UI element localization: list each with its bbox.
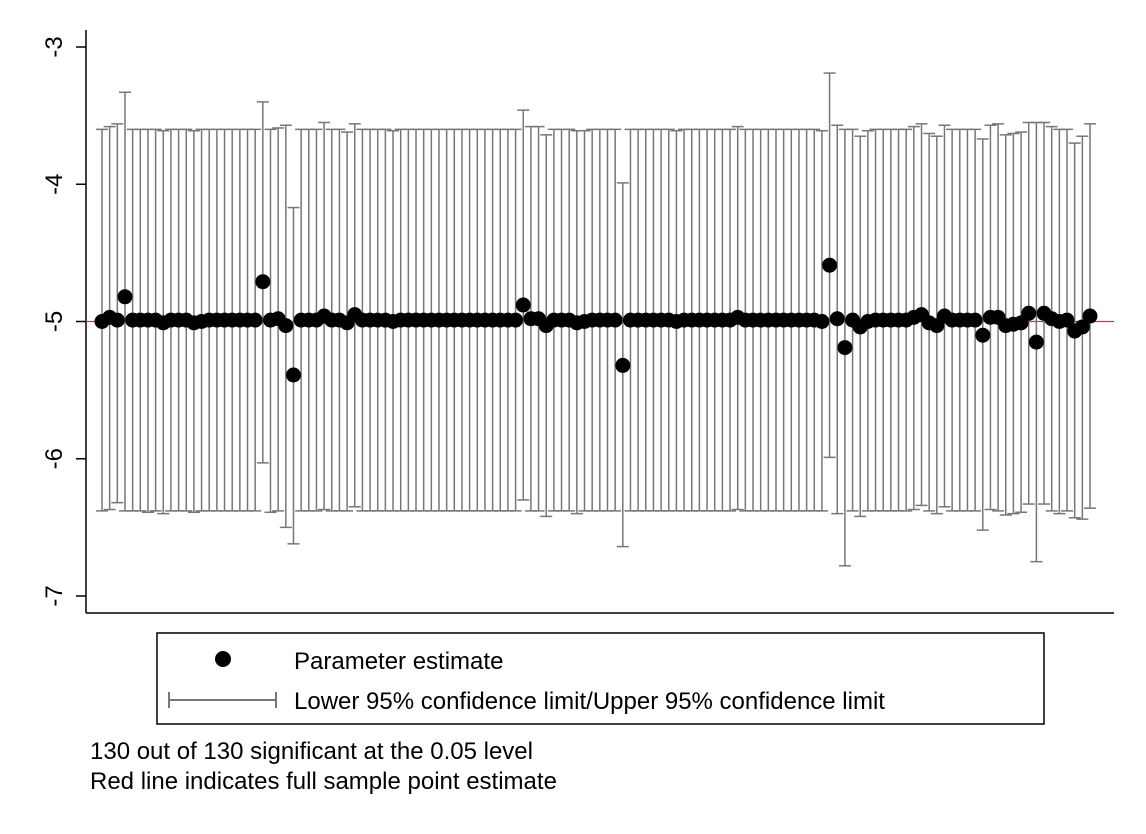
legend-marker-ci <box>168 692 277 708</box>
parameter-estimate-point <box>837 340 853 356</box>
legend-label-ci: Lower 95% confidence limit/Upper 95% con… <box>294 688 885 715</box>
parameter-estimate-point <box>814 314 830 329</box>
parameter-estimate-point <box>508 312 524 328</box>
parameter-estimate-point <box>255 274 271 290</box>
parameter-estimate-point <box>1059 312 1075 328</box>
parameter-estimate-point <box>607 312 623 328</box>
y-tick-label: -5 <box>41 311 68 332</box>
significance-note: 130 out of 130 significant at the 0.05 l… <box>90 738 533 765</box>
parameter-estimate-point <box>967 312 983 328</box>
parameter-estimate-point <box>1021 305 1037 321</box>
y-tick-label: -6 <box>41 448 68 469</box>
parameter-estimate-point <box>1082 308 1098 324</box>
parameter-estimate-point <box>515 297 531 313</box>
legend-marker-estimate <box>215 651 231 667</box>
parameter-estimate-point <box>1074 319 1090 335</box>
y-axis: -3 -4 -5 -6 -7 <box>41 30 87 613</box>
reference-line-note: Red line indicates full sample point est… <box>90 768 557 795</box>
parameter-estimate-layer <box>94 257 1098 383</box>
legend-label-estimate: Parameter estimate <box>294 648 503 675</box>
parameter-estimate-point <box>822 257 838 273</box>
parameter-estimate-point <box>829 311 845 327</box>
y-tick-label: -7 <box>41 585 68 606</box>
parameter-estimate-point <box>117 289 133 305</box>
parameter-estimate-point <box>285 367 301 383</box>
parameter-estimate-point <box>1028 334 1044 350</box>
parameter-estimate-point <box>109 312 125 328</box>
y-tick-label: -3 <box>41 36 68 57</box>
y-tick-label: -4 <box>41 174 68 195</box>
parameter-estimate-point <box>615 357 631 373</box>
parameter-estimate-point <box>278 318 294 334</box>
parameter-estimate-point <box>975 327 991 343</box>
legend-box <box>156 632 1045 725</box>
legend: Parameter estimate Lower 95% confidence … <box>156 632 1045 725</box>
parameter-estimate-point <box>247 312 263 328</box>
